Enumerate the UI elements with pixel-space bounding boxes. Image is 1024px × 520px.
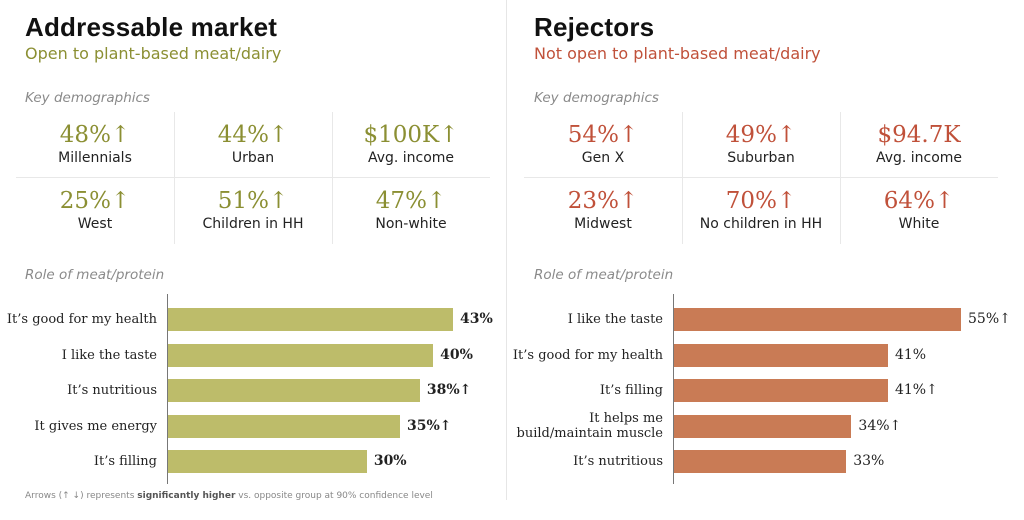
bar [168, 379, 420, 402]
footnote: Arrows (↑ ↓) represents significantly hi… [25, 491, 433, 501]
grid-divider [16, 177, 490, 178]
demographic-stat: $100K↑ Avg. income [332, 112, 490, 178]
footnote-prefix: Arrows (↑ ↓) represents [25, 491, 138, 501]
bar-value-label: 43% [460, 311, 493, 327]
bar-value-label: 55%↑ [968, 311, 1011, 327]
stat-value: 49%↑ [725, 122, 797, 148]
stat-label: White [898, 216, 940, 232]
demographic-stat: 44%↑ Urban [174, 112, 332, 178]
demographic-stat: 51%↑ Children in HH [174, 178, 332, 244]
stat-label: Non-white [375, 216, 447, 232]
bar [168, 450, 367, 473]
stat-label: Children in HH [202, 216, 304, 232]
bar [168, 308, 453, 331]
bar-category-label: I like the taste [61, 347, 157, 363]
grid-divider [332, 112, 333, 244]
role-bar-chart: It’s good for my health 43% I like the tas… [0, 294, 512, 484]
bar-category-label: It’s filling [599, 383, 663, 398]
stat-value: 48%↑ [59, 122, 131, 148]
bar [168, 343, 434, 367]
bar-value-label: 33% [853, 453, 885, 469]
bar-category-label: It’s filling [93, 454, 157, 469]
grid-divider [682, 112, 683, 244]
demographic-stat: 25%↑ West [16, 178, 174, 244]
bar-category-label: I like the taste [567, 312, 663, 327]
bar-axis [167, 294, 168, 484]
demographic-stat: $94.7K Avg. income [840, 112, 998, 178]
bar-value-label: 34%↑ [858, 417, 902, 434]
stat-label: Avg. income [367, 150, 455, 166]
stat-label: Urban [231, 150, 275, 166]
panel-subtitle: Open to plant-based meat/dairy [25, 44, 282, 63]
bar-value-label: 30% [373, 453, 407, 469]
bar-category-label: It’s nutritious [67, 383, 157, 398]
stat-label: Avg. income [875, 150, 963, 166]
bar-category-label: It gives me energy [34, 418, 157, 434]
demographic-stat: 70%↑ No children in HH [682, 178, 840, 244]
footnote-emphasis: significantly higher [137, 491, 236, 501]
demographic-stat: 64%↑ White [840, 178, 998, 244]
stat-label: Millennials [58, 150, 132, 166]
role-bar-chart: I like the taste 55%↑ It’s good for my hea… [512, 294, 1024, 484]
stat-value: $94.7K [877, 122, 961, 148]
bar [674, 414, 852, 438]
bar-category-label: It’s nutritious [573, 454, 663, 469]
bar-axis [673, 294, 674, 484]
stat-label: West [77, 216, 113, 232]
bar-value-label: 35%↑ [406, 417, 452, 434]
bar [674, 450, 847, 473]
bar-value-label: 41% [894, 346, 927, 363]
panel-divider [506, 0, 507, 500]
panel-title: Rejectors [534, 12, 655, 42]
stat-value: 64%↑ [883, 188, 955, 214]
bar-value-label: 41%↑ [894, 382, 938, 398]
bar-category-label: It helps me build/maintain muscle [516, 411, 663, 441]
grid-divider [524, 177, 998, 178]
stat-label: Gen X [581, 150, 625, 166]
demographics-heading: Key demographics [25, 90, 150, 106]
demographic-stat: 54%↑ Gen X [524, 112, 682, 178]
grid-divider [174, 112, 175, 244]
bar-category-label: It’s good for my health [6, 312, 157, 327]
rejectors-panel: Rejectors Not open to plant-based meat/d… [512, 0, 1024, 520]
bar-value-label: 38%↑ [426, 382, 472, 398]
stat-value: 47%↑ [375, 188, 447, 214]
panel-subtitle: Not open to plant-based meat/dairy [534, 44, 821, 63]
stat-value: 23%↑ [567, 188, 639, 214]
demographic-stat: 49%↑ Suburban [682, 112, 840, 178]
stat-value: 25%↑ [59, 188, 131, 214]
footnote-suffix: vs. opposite group at 90% confidence lev… [235, 491, 433, 501]
demographic-stat: 48%↑ Millennials [16, 112, 174, 178]
stat-label: Suburban [727, 150, 795, 166]
addressable-market-panel: Addressable market Open to plant-based m… [0, 12, 512, 501]
bar-category-label: It’s good for my health [512, 347, 663, 363]
stat-label: Midwest [574, 216, 632, 232]
panel-title: Addressable market [25, 12, 278, 42]
stat-value: 54%↑ [567, 122, 639, 148]
stat-label: No children in HH [699, 216, 823, 232]
demographics-grid: 54%↑ Gen X 49%↑ Suburban $94.7K Avg. income… [524, 112, 998, 244]
bar-value-label: 40% [440, 346, 473, 363]
stat-value: 70%↑ [725, 188, 797, 214]
stat-value: $100K↑ [363, 122, 459, 148]
stat-value: 51%↑ [217, 188, 289, 214]
bar [674, 343, 888, 367]
demographics-grid: 48%↑ Millennials 44%↑ Urban $100K↑ Avg. inc… [16, 112, 490, 244]
bar [674, 379, 888, 402]
bar [168, 414, 400, 438]
role-heading: Role of meat/protein [25, 267, 165, 283]
stat-value: 44%↑ [217, 122, 289, 148]
bar [674, 308, 961, 331]
role-heading: Role of meat/protein [534, 267, 674, 283]
demographic-stat: 47%↑ Non-white [332, 178, 490, 244]
demographics-heading: Key demographics [534, 90, 659, 106]
grid-divider [840, 112, 841, 244]
demographic-stat: 23%↑ Midwest [524, 178, 682, 244]
